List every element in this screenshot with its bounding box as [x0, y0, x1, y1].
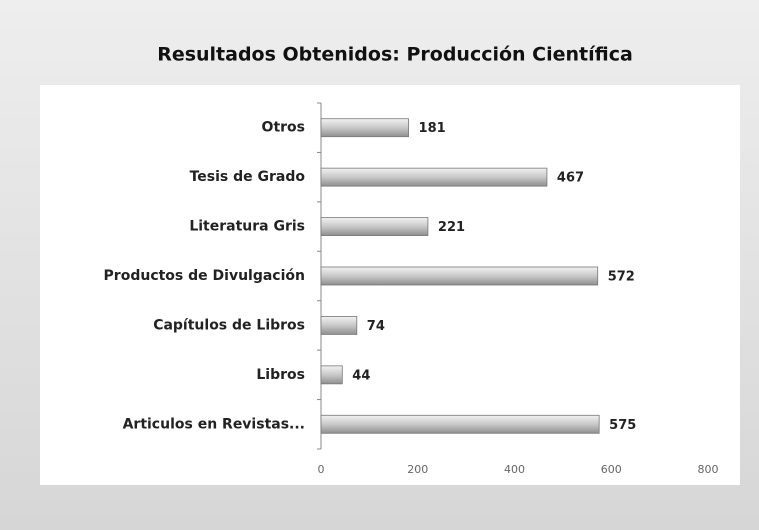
y-tick-label: Articulos en Revistas... [123, 416, 305, 432]
data-label: 572 [608, 270, 635, 285]
chart-title: Resultados Obtenidos: Producción Científ… [157, 44, 633, 66]
bar [320, 365, 343, 385]
y-tick-label: Literatura Gris [189, 219, 305, 235]
data-label: 44 [352, 368, 370, 383]
x-tick-label: 800 [698, 463, 719, 476]
bar [320, 414, 600, 434]
data-label: 221 [438, 220, 465, 235]
y-tick-label: Productos de Divulgación [104, 268, 305, 284]
bar [320, 167, 548, 187]
x-tick-label: 600 [601, 463, 622, 476]
y-tick-label: Libros [256, 367, 305, 383]
bar [320, 266, 599, 286]
y-tick-label: Tesis de Grado [190, 169, 306, 185]
y-tick-label: Capítulos de Libros [153, 317, 305, 333]
bar [320, 118, 409, 138]
data-label: 181 [419, 121, 446, 136]
x-tick-label: 0 [318, 463, 325, 476]
data-label: 575 [609, 418, 636, 433]
x-tick-label: 200 [407, 463, 428, 476]
bar [320, 217, 429, 236]
data-label: 74 [367, 319, 385, 334]
y-tick-label: Otros [262, 120, 305, 136]
x-tick-label: 400 [504, 463, 525, 476]
data-label: 467 [557, 171, 584, 186]
bar [320, 316, 358, 335]
